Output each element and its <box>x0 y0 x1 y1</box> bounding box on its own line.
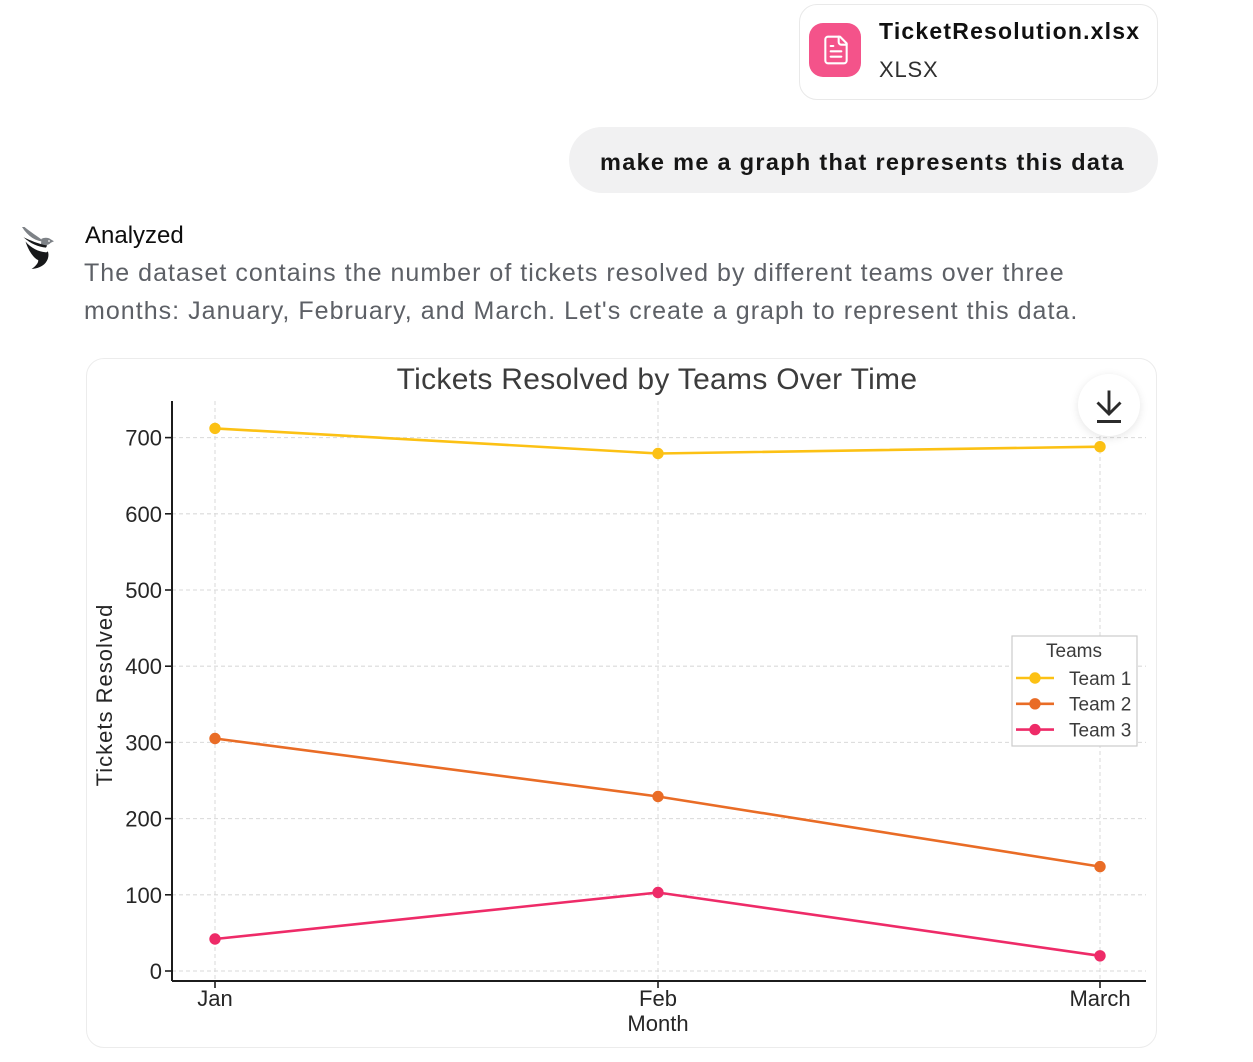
svg-text:300: 300 <box>125 730 162 755</box>
svg-text:200: 200 <box>125 807 162 832</box>
svg-text:Feb: Feb <box>639 986 677 1011</box>
svg-text:500: 500 <box>125 578 162 603</box>
svg-text:March: March <box>1069 986 1130 1011</box>
svg-text:0: 0 <box>150 959 162 984</box>
svg-text:Jan: Jan <box>197 986 232 1011</box>
svg-text:400: 400 <box>125 654 162 679</box>
svg-text:Team 3: Team 3 <box>1069 721 1131 742</box>
svg-text:Tickets Resolved: Tickets Resolved <box>92 604 117 787</box>
svg-text:Team 1: Team 1 <box>1069 669 1131 690</box>
svg-text:Team 2: Team 2 <box>1069 695 1131 716</box>
svg-text:700: 700 <box>125 426 162 451</box>
svg-text:Teams: Teams <box>1046 641 1102 662</box>
svg-text:100: 100 <box>125 883 162 908</box>
svg-text:Month: Month <box>627 1011 688 1036</box>
svg-text:Tickets Resolved by Teams Over: Tickets Resolved by Teams Over Time <box>397 363 918 396</box>
svg-text:600: 600 <box>125 502 162 527</box>
